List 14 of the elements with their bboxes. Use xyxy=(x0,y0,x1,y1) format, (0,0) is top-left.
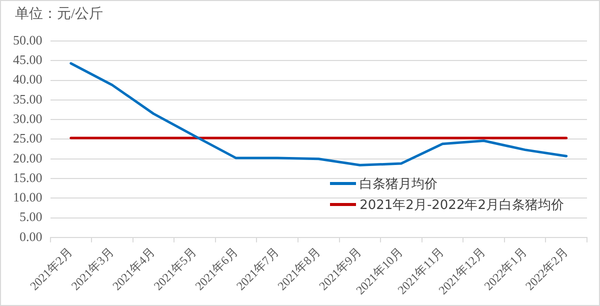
y-tick-label: 40.00 xyxy=(13,72,42,87)
y-tick-label: 50.00 xyxy=(13,32,42,48)
y-axis-title: 单位：元/公斤 xyxy=(15,6,103,23)
legend-label: 白条猪月均价 xyxy=(360,176,438,192)
y-tick-label: 25.00 xyxy=(13,130,42,146)
y-tick-label: 10.00 xyxy=(13,190,42,205)
y-tick-label: 45.00 xyxy=(13,52,42,68)
y-tick-label: 30.00 xyxy=(13,110,42,126)
y-tick-label: 15.00 xyxy=(13,170,42,185)
y-tick-label: 35.00 xyxy=(13,91,42,106)
legend-label: 2021年2月-2022年2月白条猪均价 xyxy=(360,196,564,214)
y-tick-label: 5.00 xyxy=(20,209,42,224)
y-tick-label: 0.00 xyxy=(20,228,42,244)
y-tick-label: 20.00 xyxy=(13,150,42,166)
